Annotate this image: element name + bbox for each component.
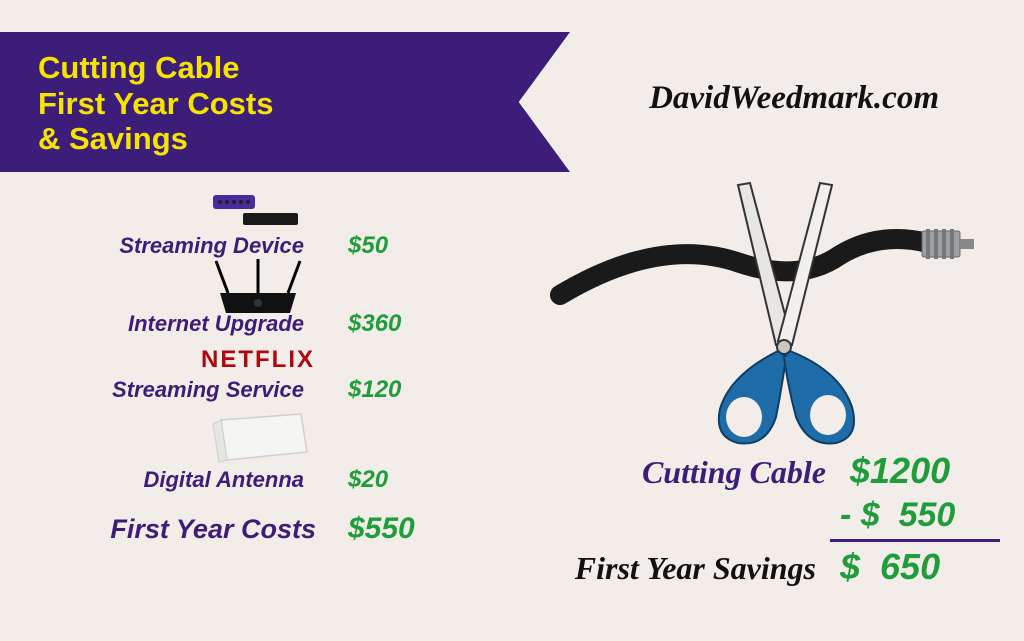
banner-title: Cutting Cable First Year Costs & Savings xyxy=(38,50,532,157)
cutting-cable-label: Cutting Cable xyxy=(520,454,826,491)
roku-stick-icon xyxy=(213,188,303,232)
first-year-savings-value: $ 650 xyxy=(840,546,1000,588)
cost-row-streaming-device: Streaming Device $50 xyxy=(58,188,458,260)
cost-row-streaming-service: NETFLIX Streaming Service $120 xyxy=(58,344,458,404)
cost-value: $120 xyxy=(348,376,438,404)
calculation-divider xyxy=(830,539,1000,542)
banner-line-3: & Savings xyxy=(38,121,188,156)
scissors-cutting-cable-icon xyxy=(540,165,980,450)
savings-block: Cutting Cable $1200 - $ 550 First Year S… xyxy=(520,450,1000,588)
banner-line-2: First Year Costs xyxy=(38,86,273,121)
first-year-savings-label: First Year Savings xyxy=(520,550,816,587)
cutting-cable-value: $1200 xyxy=(850,450,1000,492)
cost-value: $20 xyxy=(348,466,438,494)
first-year-costs-row: First Year Costs $550 xyxy=(48,512,438,546)
first-year-costs-value: $550 xyxy=(348,512,438,546)
cost-row-internet-upgrade: Internet Upgrade $360 xyxy=(58,266,458,338)
cost-label: Streaming Device xyxy=(78,233,348,259)
first-year-savings-row: First Year Savings $ 650 xyxy=(520,546,1000,588)
cost-value: $360 xyxy=(348,310,438,338)
banner-line-1: Cutting Cable xyxy=(38,50,240,85)
title-banner: Cutting Cable First Year Costs & Savings xyxy=(0,32,570,172)
cost-label: Digital Antenna xyxy=(78,467,348,493)
cost-label: Internet Upgrade xyxy=(78,311,348,337)
cost-row-digital-antenna: Digital Antenna $20 xyxy=(58,410,458,494)
subtraction-row: - $ 550 xyxy=(520,496,1000,535)
cost-list: Streaming Device $50 Internet Upgrade $3… xyxy=(58,188,458,546)
netflix-text: NETFLIX xyxy=(201,346,315,374)
antenna-panel-icon xyxy=(203,410,313,466)
netflix-logo-icon: NETFLIX xyxy=(201,344,315,376)
cutting-cable-row: Cutting Cable $1200 xyxy=(520,450,1000,492)
first-year-costs-label: First Year Costs xyxy=(48,514,348,545)
router-icon xyxy=(208,266,308,310)
cost-label: Streaming Service xyxy=(78,377,348,403)
site-name: DavidWeedmark.com xyxy=(649,80,939,117)
cost-value: $50 xyxy=(348,232,438,260)
subtraction-value: - $ 550 xyxy=(840,496,1000,535)
